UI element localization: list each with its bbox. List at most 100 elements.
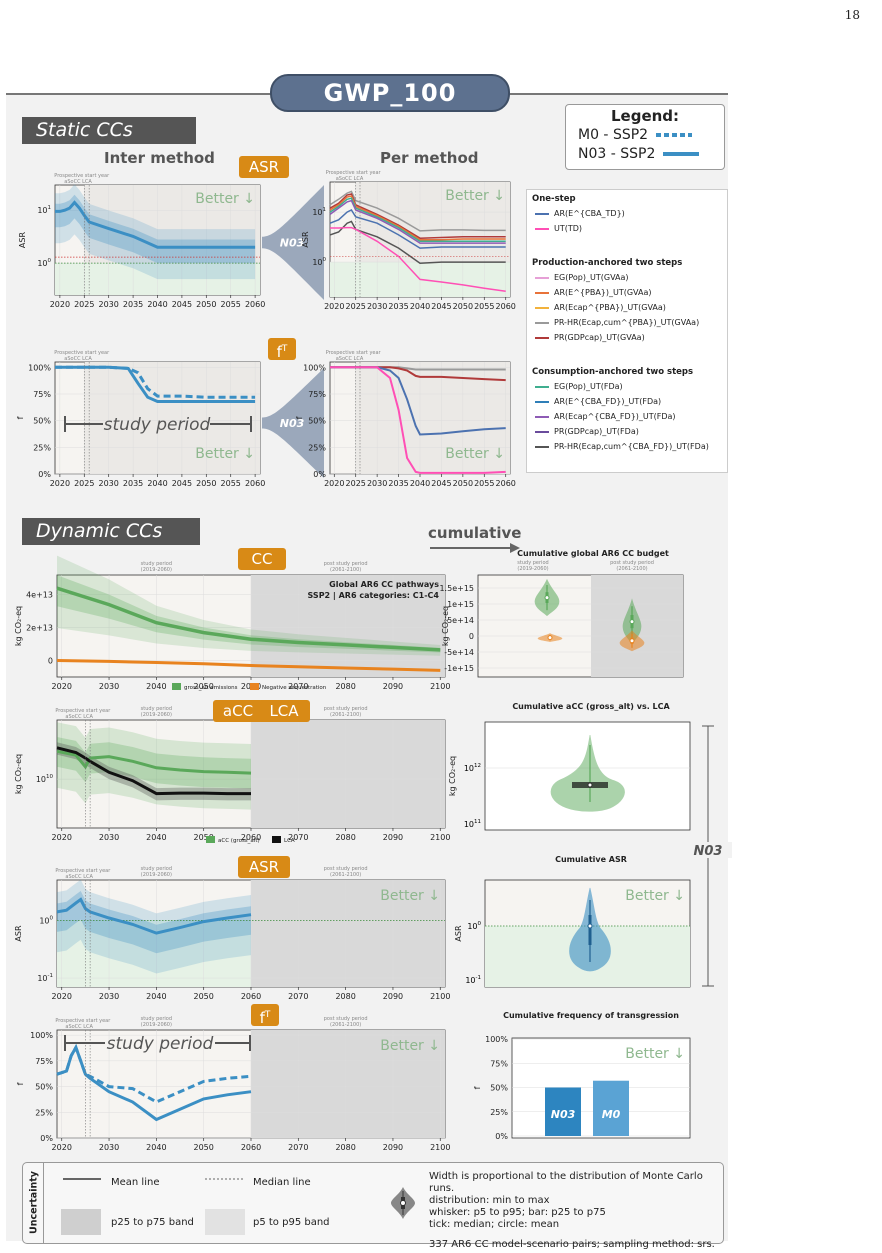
n03-funnel-label: N03: [280, 237, 305, 250]
violin-mean: [629, 638, 635, 644]
x-tick-label: 2040: [147, 479, 167, 488]
x-tick-label: 2040: [146, 833, 166, 842]
prospective-start-label: Prospective start year: [54, 173, 110, 179]
asocc-lca-label: aSoCC LCA: [65, 874, 93, 880]
x-tick-label: 2050: [194, 1143, 214, 1152]
x-tick-label: 2030: [99, 1143, 119, 1152]
cc-annotation-1: Global AR6 CC pathways: [329, 580, 439, 589]
p25-band-label: p25 to p75 band: [111, 1217, 194, 1228]
x-tick-label: 2050: [453, 479, 473, 488]
y-axis-label: ASR: [301, 231, 310, 248]
method-legend-item: AR(E^{CBA_FD})_UT(FDa): [535, 394, 727, 409]
y-tick-label: 0%: [313, 470, 326, 479]
legend-m0-label: M0 - SSP2: [578, 126, 649, 143]
method-color-swatch: [535, 336, 549, 339]
legend-swatch-acc: [206, 836, 215, 843]
method-color-swatch: [535, 306, 549, 309]
x-tick-label: 2060: [496, 302, 516, 311]
x-tick-label: 2050: [196, 479, 216, 488]
y-tick-label: 100%: [28, 363, 51, 372]
page-number: 18: [844, 8, 860, 22]
x-tick-label: 2050: [453, 302, 473, 311]
method-color-swatch: [535, 430, 549, 433]
method-line: [329, 193, 506, 239]
static-section-banner: Static CCs: [22, 117, 196, 144]
x-tick-label: 2035: [388, 479, 408, 488]
post-years-small: (2061-2100): [330, 1022, 361, 1028]
acc-tag: aCC: [213, 700, 263, 722]
study-years-small: (2019-2060): [141, 872, 172, 878]
method-color-swatch: [535, 385, 549, 388]
method-color-swatch: [535, 400, 549, 403]
x-tick-label: 2040: [147, 300, 167, 309]
method-label: PR-HR(Ecap,cum^{PBA})_UT(GVAa): [554, 318, 700, 327]
x-tick-label: 2070: [288, 833, 308, 842]
cc-annotation-2: SSP2 | AR6 categories: C1-C4: [308, 591, 440, 600]
x-tick-label: 2020: [52, 833, 72, 842]
y-tick-label: 25%: [490, 1108, 508, 1117]
x-tick-label: 2020: [52, 992, 72, 1001]
legend-swatch-gross: [172, 683, 181, 690]
x-tick-label: 2025: [346, 479, 366, 488]
method-legend: One-step AR(E^{CBA_TD}) UT(TD) Production-a…: [526, 189, 728, 473]
x-tick-label: 2030: [99, 992, 119, 1001]
acc-line: [56, 749, 252, 775]
post-years-small: (2061-2100): [330, 567, 361, 573]
post-study-small: post study period: [324, 1016, 368, 1022]
study-years-small: (2019-2060): [141, 1022, 172, 1028]
y-tick-label: 75%: [35, 1057, 53, 1066]
method-legend-item: EG(Pop)_UT(GVAa): [535, 270, 727, 285]
ft-bar-label: N03: [551, 1108, 576, 1121]
better-label: Better ↓: [195, 446, 255, 462]
x-tick-label: 2030: [99, 682, 119, 691]
x-tick-label: 2100: [430, 833, 450, 842]
x-tick-label: 2020: [52, 1143, 72, 1152]
post-study-shading: [251, 880, 445, 987]
x-tick-label: 2050: [196, 300, 216, 309]
better-label: Better ↓: [625, 1046, 685, 1062]
y-tick-label: 50%: [490, 1084, 508, 1093]
x-tick-label: 2070: [288, 682, 308, 691]
n03-funnel-label: N03: [280, 417, 305, 430]
method-label: AR(E^{CBA_FD})_UT(FDa): [554, 397, 662, 406]
better-label: Better ↓: [380, 888, 440, 904]
y-tick-label: 0: [48, 657, 53, 666]
y-tick-label: -5e+14: [444, 648, 474, 657]
gross-emissions-line: [56, 586, 441, 652]
x-tick-label: 2100: [430, 682, 450, 691]
p5-band-swatch: [205, 1209, 245, 1235]
x-tick-label: 2050: [194, 682, 214, 691]
x-tick-label: 2060: [241, 992, 261, 1001]
cum-acc-title: Cumulative aCC (gross_alt) vs. LCA: [512, 702, 670, 711]
prospective-start-label: Prospective start year: [55, 708, 111, 714]
method-line: [329, 197, 506, 243]
p5-p95-band: [57, 879, 251, 974]
method-label: AR(E^{PBA})_UT(GVAa): [554, 288, 652, 297]
lca-tag: LCA: [258, 700, 310, 722]
study-years-small: (2019-2060): [141, 712, 172, 718]
post-study-small: post study period: [324, 706, 368, 712]
y-tick-label: 101: [312, 207, 326, 217]
post-study-small: post study period: [610, 560, 654, 566]
x-tick-label: 2055: [474, 302, 494, 311]
prospective-start-label: Prospective start year: [55, 868, 111, 874]
y-tick-label: 50%: [35, 1083, 53, 1092]
y-axis-label: kg CO₂-eq: [14, 754, 23, 794]
asocc-lca-label: aSoCC LCA: [336, 176, 364, 182]
method-group-heading: Consumption-anchored two steps: [532, 367, 694, 377]
better-label: Better ↓: [625, 888, 685, 904]
x-tick-label: 2070: [288, 992, 308, 1001]
x-tick-label: 2090: [383, 992, 403, 1001]
study-period-label: study period: [107, 1034, 214, 1054]
dashed-line-swatch: [656, 132, 693, 137]
y-tick-label: 75%: [308, 390, 326, 399]
y-axis-label: f: [295, 416, 304, 419]
better-label: Better ↓: [195, 191, 255, 207]
x-tick-label: 2060: [241, 833, 261, 842]
prospective-start-label: Prospective start year: [54, 350, 110, 356]
y-tick-label: 5e+14: [447, 616, 474, 625]
method-label: PR(GDPcap)_UT(GVAa): [554, 333, 645, 342]
y-tick-label: 10-1: [37, 973, 53, 983]
x-tick-label: 2055: [474, 479, 494, 488]
y-tick-label: 1e+15: [447, 600, 474, 609]
